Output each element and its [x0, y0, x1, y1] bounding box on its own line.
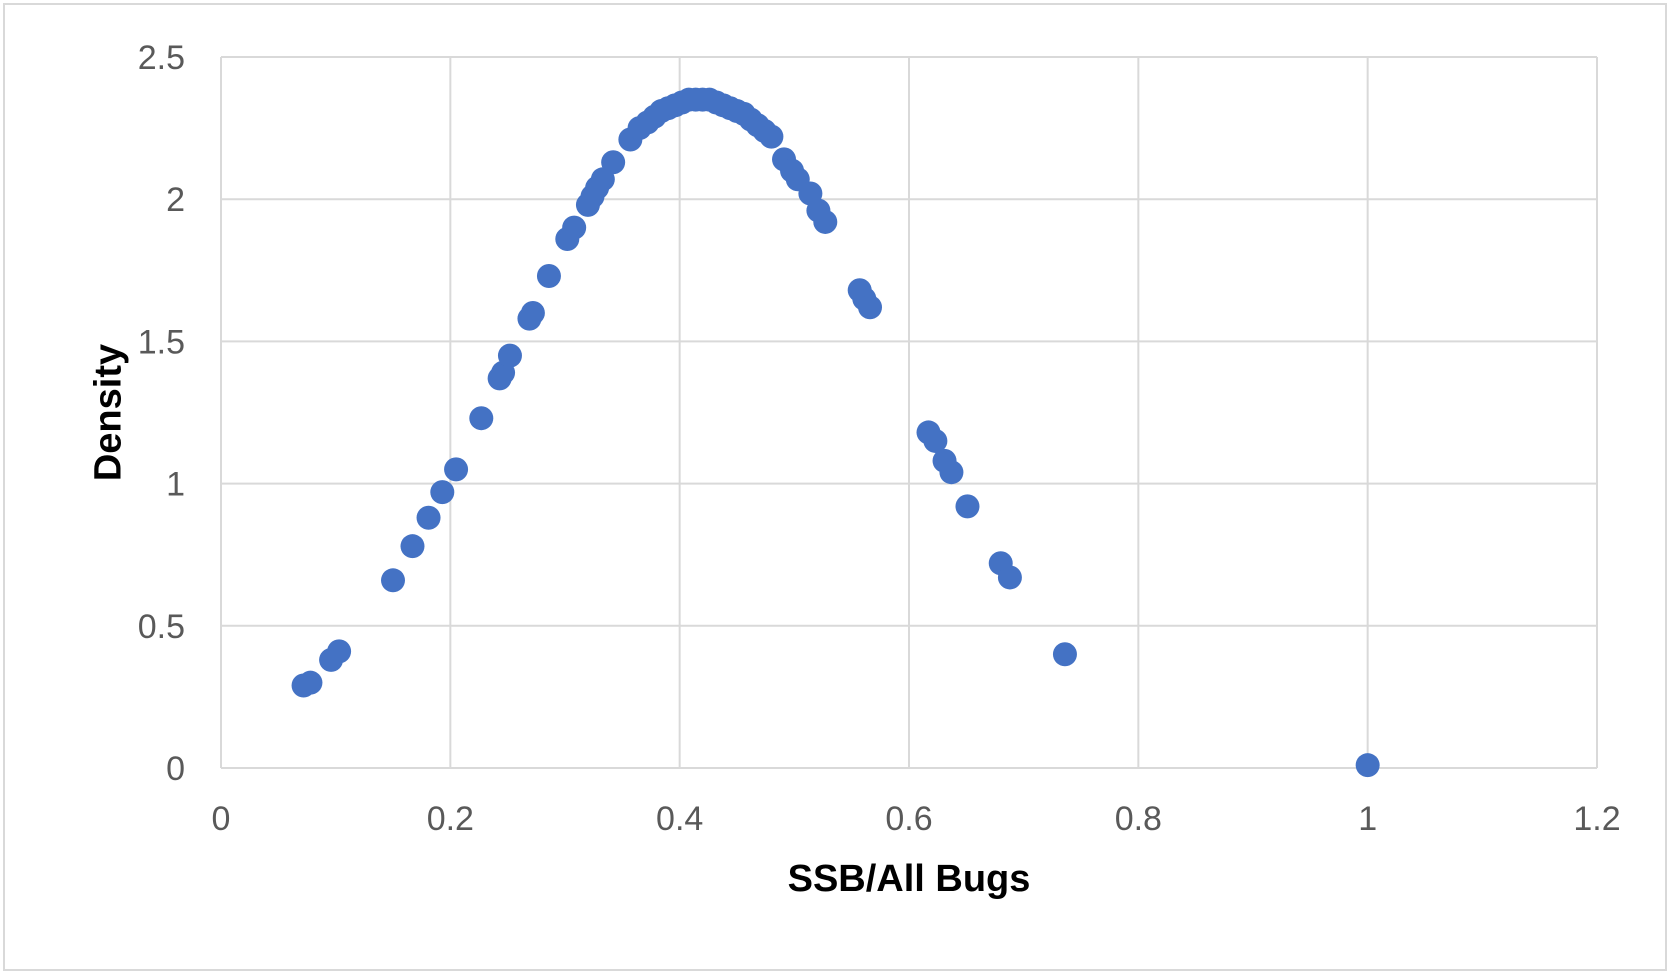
x-axis-tick-labels: 0 0.2 0.4 0.6 0.8 1 1.2	[212, 800, 1621, 838]
y-tick-label: 1.5	[138, 323, 185, 361]
x-tick-label: 0.4	[656, 800, 703, 838]
data-points	[291, 87, 1380, 778]
x-tick-label: 1	[1358, 800, 1377, 838]
data-point	[562, 215, 587, 240]
x-tick-label: 0.8	[1115, 800, 1162, 838]
y-tick-label: 2	[166, 181, 185, 219]
y-tick-label: 2.5	[138, 39, 185, 77]
y-axis-title: Density	[87, 344, 129, 481]
data-point	[381, 568, 405, 593]
data-point	[416, 505, 441, 530]
x-tick-label: 1.2	[1573, 800, 1620, 838]
data-point	[1052, 642, 1077, 667]
data-point	[939, 460, 964, 485]
data-point	[813, 209, 838, 234]
data-point	[997, 565, 1022, 590]
scatter-chart: 0 0.2 0.4 0.6 0.8 1 1.2 0 0.5 1 1.5 2 2.5 SSB/All B…	[87, 39, 1621, 900]
data-point	[955, 494, 980, 519]
data-point	[759, 124, 784, 149]
data-point	[923, 428, 948, 453]
data-point	[858, 295, 883, 320]
chart-area: 0 0.2 0.4 0.6 0.8 1 1.2 0 0.5 1 1.5 2 2.5 SSB/All B…	[3, 3, 1667, 971]
y-tick-label: 1	[166, 466, 185, 504]
data-point	[400, 534, 425, 559]
data-point	[430, 480, 455, 505]
y-axis-tick-labels: 0 0.5 1 1.5 2 2.5	[138, 39, 185, 788]
x-axis-title: SSB/All Bugs	[788, 858, 1031, 900]
data-point	[469, 406, 494, 431]
data-point	[536, 263, 561, 288]
data-point	[1355, 753, 1380, 778]
data-point	[444, 457, 469, 482]
data-point	[298, 670, 323, 695]
x-tick-label: 0.2	[427, 800, 474, 838]
x-tick-label: 0.6	[885, 800, 932, 838]
y-tick-label: 0.5	[138, 608, 185, 646]
y-tick-label: 0	[166, 750, 185, 788]
data-point	[520, 300, 545, 325]
data-point	[327, 639, 352, 664]
x-tick-label: 0	[212, 800, 231, 838]
data-point	[601, 150, 626, 175]
gridlines	[220, 56, 1598, 768]
data-point	[497, 343, 522, 368]
